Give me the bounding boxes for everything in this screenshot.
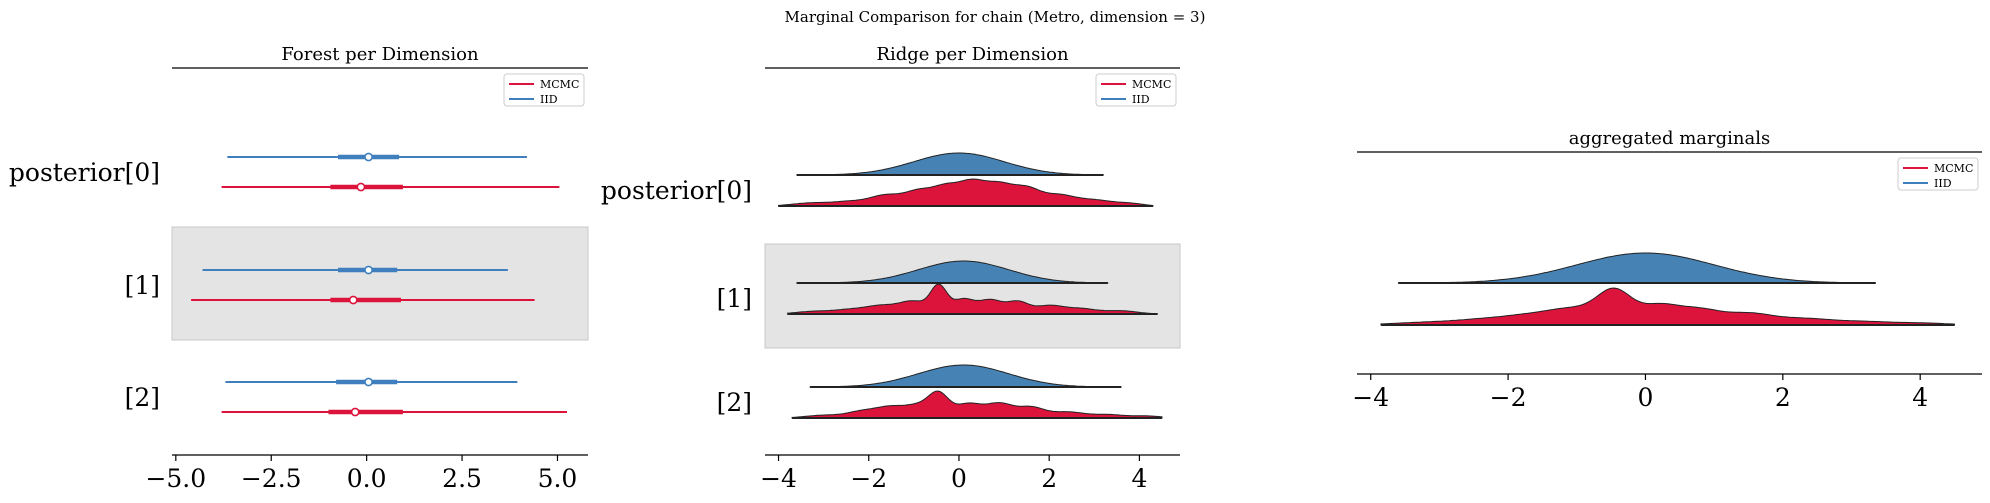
aggregated-legend-label-mcmc: MCMC — [1934, 162, 1973, 175]
ridge-row2-iid-density — [809, 364, 1122, 388]
forest-iid-row0-median — [364, 152, 373, 162]
forest-x-tick-label: −5.0 — [145, 464, 206, 493]
forest-highlight-band — [171, 226, 589, 341]
aggregated-x-tick-label: 0 — [1638, 383, 1654, 412]
ridge-row1-mcmc-density — [787, 283, 1158, 315]
ridge-row0-iid-density — [796, 152, 1104, 176]
forest-x-tick-label: 2.5 — [442, 464, 482, 493]
forest-row-label: posterior[0] — [9, 158, 160, 187]
forest-mcmc-row0-median — [356, 182, 366, 192]
ridge-row-label: posterior[0] — [601, 176, 752, 205]
forest-legend: MCMC IID — [503, 73, 585, 107]
ridge-x-tick-label: −2 — [850, 464, 887, 493]
ridge-highlight-band — [764, 243, 1181, 349]
forest-x-tick-label: −2.5 — [241, 464, 302, 493]
ridge-x-tick-label: 2 — [1041, 464, 1057, 493]
ridge-row2-mcmc-density — [791, 390, 1163, 419]
ridge-title: Ridge per Dimension — [876, 44, 1069, 65]
forest-iid-row1-median — [364, 265, 373, 275]
aggregated-x-tick-label: 4 — [1912, 383, 1928, 412]
ridge-legend-label-iid: IID — [1132, 93, 1150, 106]
forest-x-tick-label: 5.0 — [538, 464, 578, 493]
forest-mcmc-row1-median — [348, 295, 358, 305]
aggregated-x-tick-label: −4 — [1352, 383, 1389, 412]
forest-iid-row2-median — [364, 377, 373, 387]
aggregated-title: aggregated marginals — [1569, 128, 1770, 149]
aggregated-x-tick-label: 2 — [1775, 383, 1791, 412]
aggregated-x-tick-label: −2 — [1490, 383, 1527, 412]
ridge-x-tick-label: 4 — [1131, 464, 1147, 493]
aggregated-row0-mcmc-density — [1380, 287, 1955, 326]
ridge-legend-label-mcmc: MCMC — [1132, 78, 1171, 91]
forest-row-label: [1] — [125, 271, 160, 300]
ridge-x-tick-label: 0 — [951, 464, 967, 493]
ridge-row-label: [1] — [717, 284, 752, 313]
figure-suptitle: Marginal Comparison for chain (Metro, di… — [785, 8, 1206, 26]
ridge-x-tick-label: −4 — [760, 464, 797, 493]
forest-x-tick-label: 0.0 — [347, 464, 387, 493]
aggregated-legend: MCMC IID — [1897, 157, 1979, 191]
forest-legend-label-mcmc: MCMC — [540, 78, 579, 91]
ridge-row0-mcmc-density — [778, 178, 1154, 207]
forest-legend-label-iid: IID — [540, 93, 558, 106]
forest-title: Forest per Dimension — [281, 44, 479, 65]
forest-row-label: [2] — [125, 383, 160, 412]
ridge-legend: MCMC IID — [1095, 73, 1177, 107]
ridge-row-label: [2] — [717, 388, 752, 417]
aggregated-row0-iid-density — [1398, 252, 1876, 284]
aggregated-legend-label-iid: IID — [1934, 177, 1952, 190]
forest-mcmc-row2-median — [350, 407, 360, 417]
